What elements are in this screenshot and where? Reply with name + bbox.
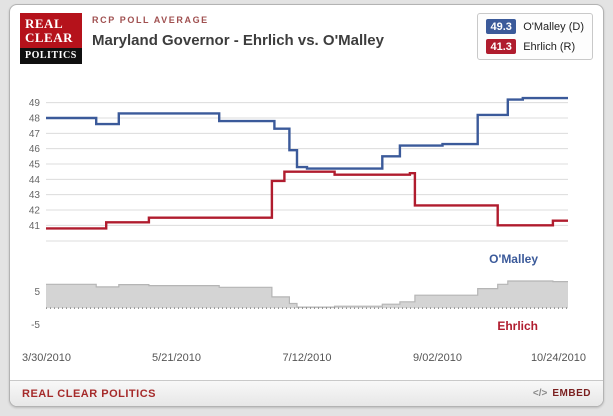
y-tick-label: 42 <box>29 206 41 217</box>
widget-header: REAL CLEAR POLITICS RCP POLL AVERAGE Mar… <box>10 5 603 69</box>
x-tick-label: 7/12/2010 <box>283 352 332 364</box>
legend-row-ehrlich: 41.3 Ehrlich (R) <box>486 39 584 54</box>
y-tick-label: 49 <box>29 98 41 109</box>
x-tick-label: 3/30/2010 <box>22 352 71 364</box>
logo-line-politics: POLITICS <box>20 48 82 64</box>
poll-legend: 49.3 O'Malley (D) 41.3 Ehrlich (R) <box>477 13 593 60</box>
y-tick-label: 45 <box>29 160 41 171</box>
rcp-poll-widget: REAL CLEAR POLITICS RCP POLL AVERAGE Mar… <box>9 4 604 407</box>
embed-button-label: EMBED <box>552 388 591 399</box>
legend-row-omalley: 49.3 O'Malley (D) <box>486 19 584 34</box>
ehrlich-value-badge: 41.3 <box>486 39 517 54</box>
y-tick-label: 44 <box>29 175 41 186</box>
omalley-legend-label: O'Malley (D) <box>523 20 584 33</box>
embed-button[interactable]: </> EMBED <box>533 388 591 399</box>
spread-tick-label: 5 <box>34 287 40 298</box>
y-tick-label: 41 <box>29 221 41 232</box>
spread-tick-label: -5 <box>31 320 40 331</box>
kicker-label: RCP POLL AVERAGE <box>92 15 209 25</box>
logo-line-real: REAL <box>25 16 64 31</box>
widget-footer: REAL CLEAR POLITICS </> EMBED <box>10 380 603 406</box>
spread-area <box>46 281 568 309</box>
rcp-logo[interactable]: REAL CLEAR POLITICS <box>20 13 82 64</box>
code-icon: </> <box>532 388 548 399</box>
page-title: Maryland Governor - Ehrlich vs. O'Malley <box>92 32 384 49</box>
ehrlich-trend-line <box>46 170 568 230</box>
omalley-inline-label: O'Malley <box>489 252 538 266</box>
omalley-value-badge: 49.3 <box>486 19 517 34</box>
x-tick-label: 9/02/2010 <box>413 352 462 364</box>
x-tick-label: 5/21/2010 <box>152 352 201 364</box>
y-tick-label: 47 <box>29 129 41 140</box>
y-tick-label: 43 <box>29 190 41 201</box>
y-tick-label: 48 <box>29 114 41 125</box>
logo-line-clear: CLEAR <box>25 30 74 45</box>
header-text: RCP POLL AVERAGE Maryland Governor - Ehr… <box>92 13 477 49</box>
y-tick-label: 46 <box>29 144 41 155</box>
ehrlich-legend-label: Ehrlich (R) <box>523 40 576 53</box>
footer-brand-link[interactable]: REAL CLEAR POLITICS <box>22 387 156 400</box>
poll-trend-chart: 49 48 47 46 45 44 43 42 41 O'Malley 5 -5 Ehrlich 3/30… <box>22 96 586 364</box>
x-tick-label: 10/24/2010 <box>531 352 586 364</box>
omalley-trend-line <box>46 96 568 170</box>
rcp-logo-top: REAL CLEAR <box>20 13 82 48</box>
spread-area-edge <box>46 280 568 308</box>
ehrlich-inline-label: Ehrlich <box>497 319 538 333</box>
